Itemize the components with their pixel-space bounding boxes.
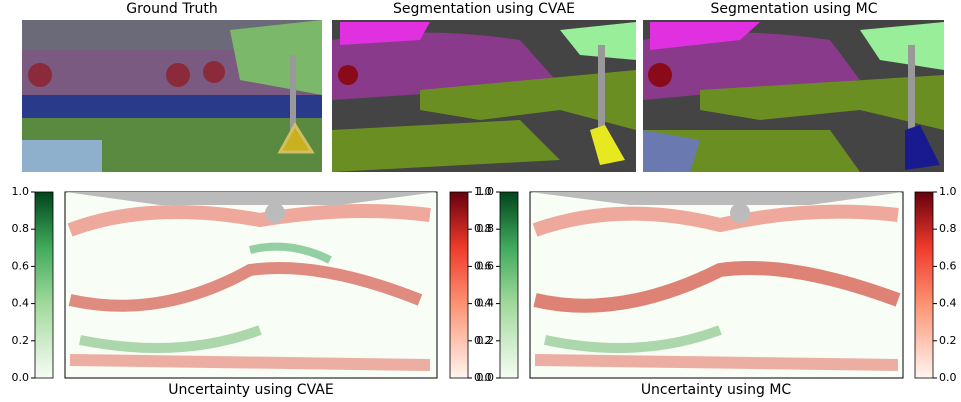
colorbar-red — [449, 191, 469, 379]
colorbar-tick-label: 1.0 — [939, 185, 957, 198]
colorbar-tick-label: 0.0 — [477, 371, 495, 384]
colorbar-tick-label: 0.8 — [939, 222, 957, 235]
colorbar-tick-label: 0.4 — [477, 297, 495, 310]
colorbar-green — [34, 191, 54, 379]
colorbar-tick-label: 0.4 — [12, 297, 30, 310]
colorbar-tick-label: 0.2 — [939, 334, 957, 347]
colorbar-tick-label: 0.0 — [939, 371, 957, 384]
panel-title: Segmentation using MC — [711, 1, 878, 17]
colorbar-green — [499, 191, 519, 379]
colorbar-tick-label: 0.2 — [474, 334, 492, 347]
colorbar-tick-label: 0.4 — [474, 297, 492, 310]
mc-uncertainty-image — [529, 191, 904, 379]
colorbar-tick-label: 0.6 — [939, 259, 957, 272]
cvae-segmentation-image — [332, 20, 636, 172]
colorbar-tick-label: 0.2 — [12, 334, 30, 347]
colorbar-tick-label: 0.2 — [477, 334, 495, 347]
colorbar-tick-label: 0.6 — [12, 259, 30, 272]
cvae-uncertainty-image — [64, 191, 438, 379]
colorbar-tick-label: 0.4 — [939, 297, 957, 310]
colorbar-tick-label: 0.6 — [477, 259, 495, 272]
colorbar-tick-label: 0.8 — [12, 222, 30, 235]
panel-title: Ground Truth — [126, 1, 217, 17]
colorbar-tick-label: 0.0 — [474, 371, 492, 384]
ground-truth-image — [22, 20, 322, 172]
mc-segmentation-image — [643, 20, 944, 172]
panel-caption: Uncertainty using MC — [641, 382, 792, 398]
colorbar-tick-label: 0.6 — [474, 259, 492, 272]
colorbar-tick-label: 0.0 — [12, 371, 30, 384]
colorbar-red — [914, 191, 934, 379]
panel-title: Segmentation using CVAE — [393, 1, 575, 17]
colorbar-tick-label: 0.8 — [477, 222, 495, 235]
panel-caption: Uncertainty using CVAE — [168, 382, 333, 398]
colorbar-tick-label: 0.8 — [474, 222, 492, 235]
colorbar-tick-label: 1.0 — [477, 185, 495, 198]
colorbar-tick-label: 1.0 — [474, 185, 492, 198]
colorbar-tick-label: 1.0 — [12, 185, 30, 198]
